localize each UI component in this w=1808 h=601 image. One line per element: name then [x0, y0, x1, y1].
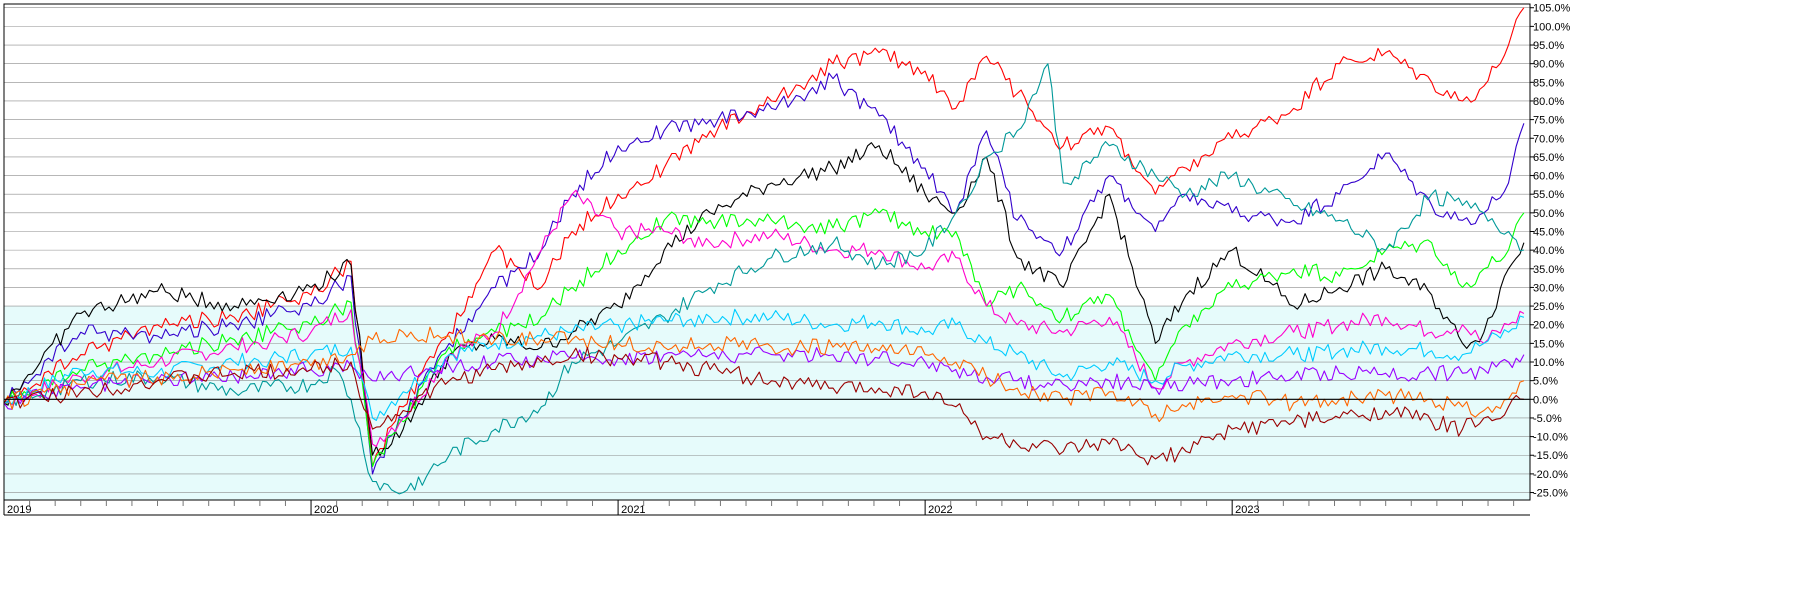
y-tick-label: 85.0% [1533, 77, 1564, 89]
y-tick-label: 10.0% [1533, 357, 1564, 369]
series-line [3, 72, 1525, 475]
x-tick-label: 2019 [7, 504, 31, 516]
series-line [3, 326, 1525, 423]
y-tick-label: 75.0% [1533, 115, 1564, 127]
y-tick-label: 65.0% [1533, 152, 1564, 164]
series-line [3, 346, 1524, 466]
y-tick-label: 80.0% [1533, 96, 1564, 108]
y-tick-label: 100.0% [1533, 21, 1571, 33]
y-tick-label: 25.0% [1533, 301, 1564, 313]
y-tick-label: 105.0% [1533, 3, 1571, 15]
x-tick-label: 2023 [1235, 504, 1259, 516]
series-line [3, 189, 1525, 448]
y-tick-label: 70.0% [1533, 133, 1564, 145]
y-tick-label: 5.0% [1533, 376, 1558, 388]
y-tick-label: 0.0% [1533, 394, 1558, 406]
y-tick-label: 15.0% [1533, 338, 1564, 350]
series-layer [3, 7, 1525, 495]
series-line [3, 346, 1525, 410]
y-tick-label: 40.0% [1533, 245, 1564, 257]
y-tick-label: 35.0% [1533, 264, 1564, 276]
x-tick-label: 2020 [314, 504, 338, 516]
y-tick-label: -20.0% [1533, 469, 1568, 481]
y-tick-label: 90.0% [1533, 59, 1564, 71]
x-tick-label: 2022 [928, 504, 952, 516]
y-tick-label: 45.0% [1533, 226, 1564, 238]
y-tick-label: 20.0% [1533, 320, 1564, 332]
y-tick-label: 30.0% [1533, 282, 1564, 294]
plot-frame [3, 3, 1531, 501]
y-tick-label: -5.0% [1533, 413, 1562, 425]
y-tick-label: -10.0% [1533, 432, 1568, 444]
plot-lower-band [4, 306, 1530, 500]
y-tick-label: -15.0% [1533, 450, 1568, 462]
series-line [3, 308, 1525, 421]
series-line [4, 208, 1525, 467]
series-line [3, 142, 1525, 457]
y-tick-label: 50.0% [1533, 208, 1564, 220]
series-line [3, 7, 1525, 467]
y-tick-label: 95.0% [1533, 40, 1564, 52]
x-axis: 2019 2020 2021 2022 2023 [3, 500, 1530, 516]
x-tick-label: 2021 [621, 504, 645, 516]
y-tick-label: -25.0% [1533, 488, 1568, 500]
y-tick-label: 55.0% [1533, 189, 1564, 201]
series-line [3, 63, 1524, 495]
y-tick-label: 60.0% [1533, 171, 1564, 183]
y-axis: 105.0% 100.0% 95.0% 90.0% 85.0% 80.0% 75.0% 70.… [1530, 3, 1571, 500]
